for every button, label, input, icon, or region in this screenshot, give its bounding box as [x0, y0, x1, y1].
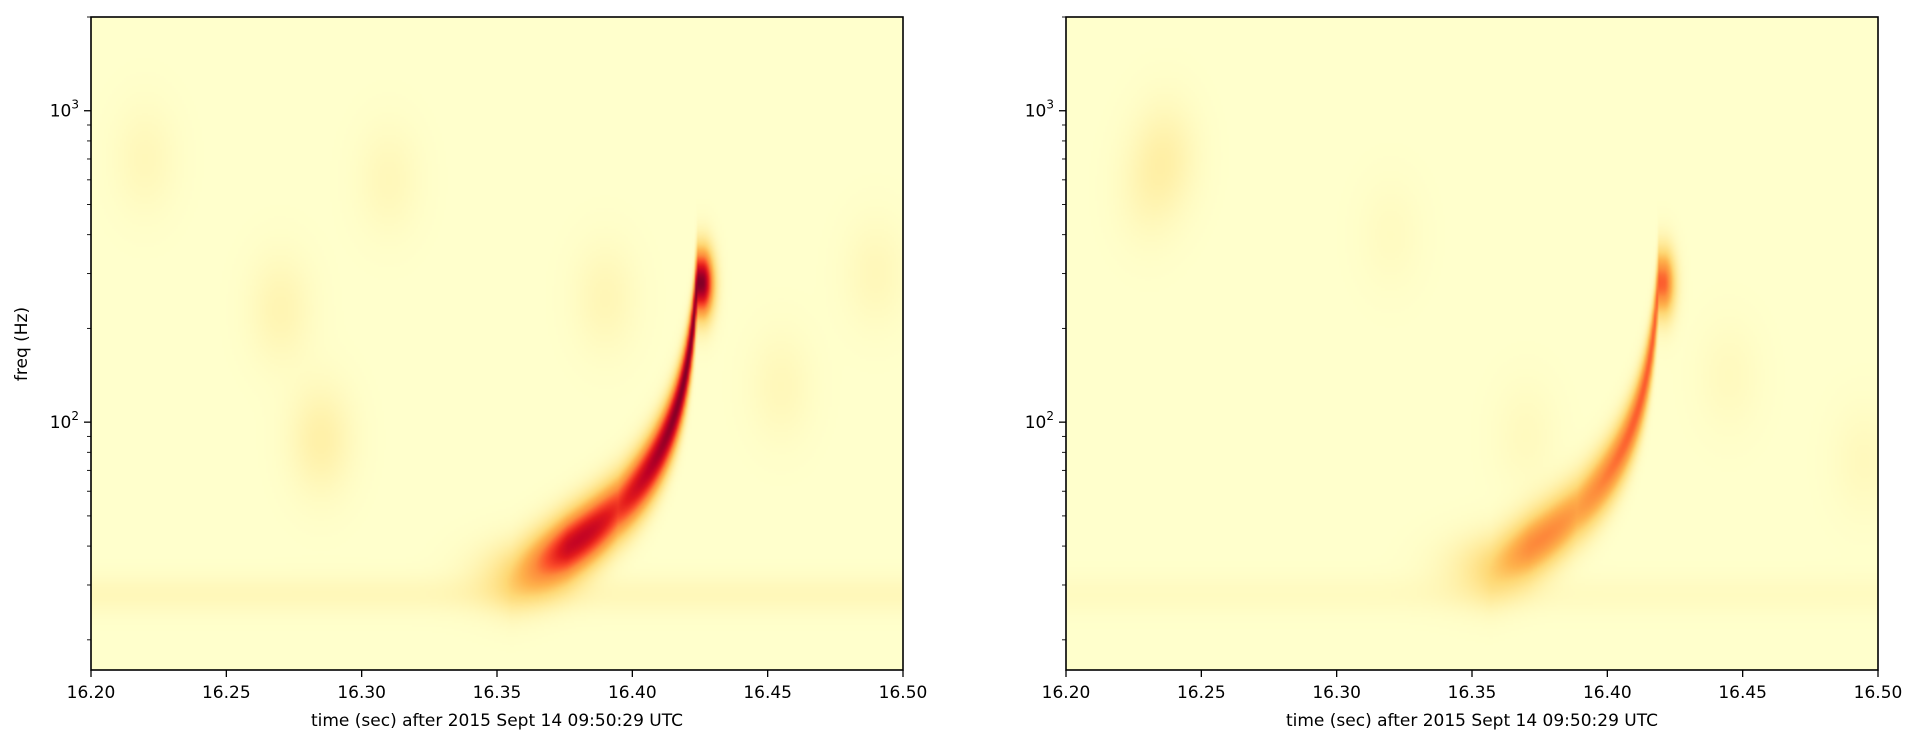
x-axis-ticks-right: 16.20 16.25 16.30 16.35 16.40 16.45 16.50 — [1042, 670, 1903, 703]
spectrogram-heatmap-left — [91, 17, 903, 670]
spectrogram-panel-right: 16.20 16.25 16.30 16.35 16.40 16.45 16.50 1021… — [1025, 16, 1903, 731]
y-tick-label: 103 — [50, 98, 79, 122]
x-tick-label: 16.45 — [743, 683, 792, 703]
y-axis-ticks-right: 102 103 — [1025, 16, 1066, 641]
y-axis-label: freq (Hz) — [12, 307, 32, 381]
x-tick-label: 16.20 — [1042, 683, 1091, 703]
y-tick-label: 102 — [1025, 409, 1054, 433]
x-tick-label: 16.25 — [1177, 683, 1226, 703]
y-axis-ticks-left: 102 103 — [50, 16, 91, 641]
x-tick-label: 16.35 — [1448, 683, 1497, 703]
x-axis-ticks-left: 16.20 16.25 16.30 16.35 16.40 16.45 16.50 — [67, 670, 928, 703]
x-tick-label: 16.50 — [1854, 683, 1903, 703]
y-tick-label: 102 — [50, 409, 79, 433]
x-tick-label: 16.30 — [1312, 683, 1361, 703]
x-tick-label: 16.40 — [608, 683, 657, 703]
y-tick-label: 103 — [1025, 98, 1054, 122]
x-tick-label: 16.25 — [202, 683, 251, 703]
spectrogram-heatmap-right — [1066, 17, 1878, 670]
x-tick-label: 16.20 — [67, 683, 116, 703]
x-tick-label: 16.35 — [473, 683, 522, 703]
x-tick-label: 16.40 — [1583, 683, 1632, 703]
spectrogram-panel-left: 16.20 16.25 16.30 16.35 16.40 16.45 16.50 1021… — [12, 16, 928, 731]
x-tick-label: 16.30 — [337, 683, 386, 703]
x-tick-label: 16.50 — [879, 683, 928, 703]
x-tick-label: 16.45 — [1718, 683, 1767, 703]
x-axis-label-left: time (sec) after 2015 Sept 14 09:50:29 U… — [311, 711, 683, 731]
x-axis-label-right: time (sec) after 2015 Sept 14 09:50:29 U… — [1286, 711, 1658, 731]
